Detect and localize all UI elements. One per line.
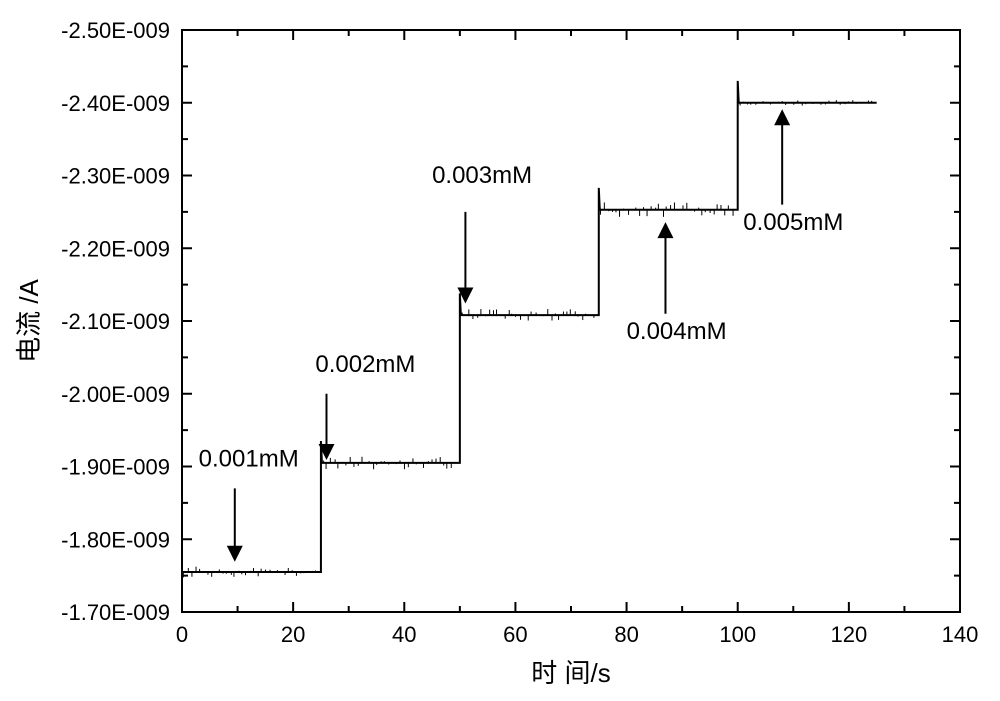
step-trace <box>182 81 877 572</box>
annotation-label: 0.002mM <box>315 351 415 378</box>
y-tick-label: -1.70E-009 <box>61 600 170 625</box>
x-tick-label: 120 <box>830 622 867 647</box>
annotation-label: 0.003mM <box>432 162 532 189</box>
y-tick-label: -2.00E-009 <box>61 382 170 407</box>
y-tick-label: -2.20E-009 <box>61 236 170 261</box>
y-tick-label: -1.80E-009 <box>61 527 170 552</box>
x-tick-label: 20 <box>281 622 305 647</box>
x-axis-label: 时 间/s <box>531 658 610 688</box>
annotation-label: 0.004mM <box>627 318 727 345</box>
x-tick-label: 80 <box>614 622 638 647</box>
plot-frame <box>182 30 960 612</box>
x-tick-label: 40 <box>392 622 416 647</box>
y-tick-label: -2.30E-009 <box>61 164 170 189</box>
chart-container: 0 20 40 60 80 100 120 140 时 间/s -1.70E-009 -1.80E-… <box>0 0 1000 696</box>
x-axis: 0 20 40 60 80 100 120 140 时 间/s <box>176 30 978 688</box>
x-tick-label: 140 <box>942 622 979 647</box>
chart-svg: 0 20 40 60 80 100 120 140 时 间/s -1.70E-009 -1.80E-… <box>0 0 1000 696</box>
annotation-label: 0.001mM <box>199 446 299 473</box>
y-tick-label: -1.90E-009 <box>61 455 170 480</box>
annotations: 0.001mM 0.002mM 0.003mM 0.004mM 0.005mM <box>199 117 844 554</box>
x-tick-label: 60 <box>503 622 527 647</box>
data-series <box>182 81 877 577</box>
y-tick-label: -2.40E-009 <box>61 91 170 116</box>
x-tick-label: 100 <box>719 622 756 647</box>
annotation-label: 0.005mM <box>743 209 843 236</box>
y-axis-label: 电流 /A <box>14 278 44 362</box>
y-tick-label: -2.50E-009 <box>61 18 170 43</box>
y-tick-label: -2.10E-009 <box>61 309 170 334</box>
y-axis: -1.70E-009 -1.80E-009 -1.90E-009 -2.00E-009… <box>14 18 960 625</box>
x-tick-label: 0 <box>176 622 188 647</box>
